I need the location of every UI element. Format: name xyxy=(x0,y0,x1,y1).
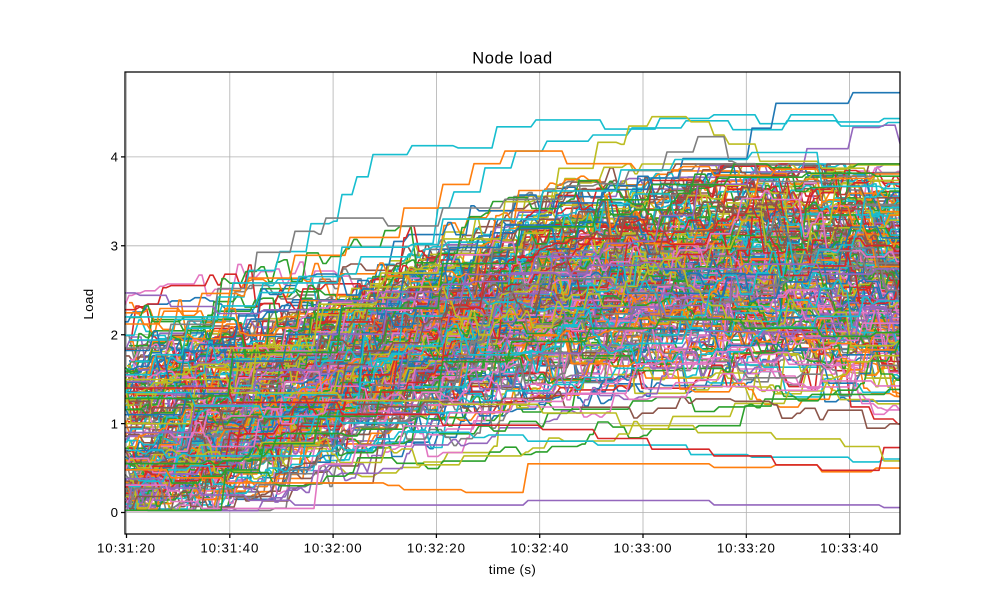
svg-text:10:33:00: 10:33:00 xyxy=(614,541,673,556)
svg-text:3: 3 xyxy=(111,239,118,254)
svg-text:10:31:40: 10:31:40 xyxy=(200,541,259,556)
svg-text:time (s): time (s) xyxy=(489,562,537,577)
svg-text:0: 0 xyxy=(111,505,118,520)
svg-text:10:32:00: 10:32:00 xyxy=(304,541,363,556)
svg-text:2: 2 xyxy=(111,327,118,342)
svg-text:4: 4 xyxy=(111,150,118,165)
svg-text:10:33:40: 10:33:40 xyxy=(820,541,879,556)
svg-text:Node load: Node load xyxy=(472,50,553,68)
svg-text:Load: Load xyxy=(81,288,96,319)
svg-text:10:32:40: 10:32:40 xyxy=(510,541,569,556)
svg-text:10:33:20: 10:33:20 xyxy=(717,541,776,556)
svg-text:10:32:20: 10:32:20 xyxy=(407,541,466,556)
svg-text:10:31:20: 10:31:20 xyxy=(97,541,156,556)
svg-text:1: 1 xyxy=(111,416,118,431)
